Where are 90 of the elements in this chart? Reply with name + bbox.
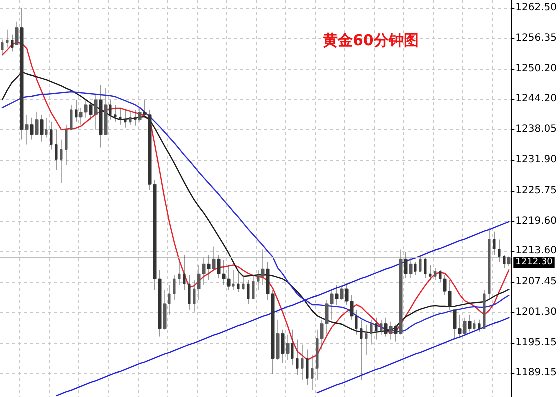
candlestick xyxy=(75,100,78,122)
candlestick xyxy=(232,270,235,290)
y-tick-label: 1231.90 xyxy=(516,154,558,166)
candlestick xyxy=(507,256,511,266)
line-series xyxy=(316,317,510,394)
candlestick xyxy=(291,330,294,366)
candlestick xyxy=(301,344,304,380)
candlestick xyxy=(104,88,108,136)
candlestick xyxy=(493,232,496,256)
candlestick xyxy=(178,260,181,286)
candlestick xyxy=(212,246,216,270)
candlestick xyxy=(45,118,48,138)
text: 黄金60分钟图 xyxy=(322,32,419,50)
candlestick xyxy=(109,100,112,120)
y-tick-label: 1256.35 xyxy=(516,33,558,44)
candlestick xyxy=(55,130,58,170)
y-tick-label: 1201.30 xyxy=(516,306,558,318)
candlestick xyxy=(89,102,93,120)
candlestick xyxy=(360,320,363,380)
candlestick xyxy=(468,314,472,332)
candlestick xyxy=(1,40,4,56)
candlestick xyxy=(404,252,408,278)
y-tick-label: 1189.15 xyxy=(516,367,558,378)
candlestick xyxy=(188,274,191,310)
candlestick xyxy=(419,254,422,272)
candlestick xyxy=(365,324,368,356)
candlestick xyxy=(286,334,290,360)
y-tick-label: 1250.20 xyxy=(516,64,558,75)
y-tick-label: 1213.60 xyxy=(516,246,558,257)
candlestick xyxy=(429,264,432,280)
candlestick xyxy=(65,124,68,166)
candlestick xyxy=(15,22,19,46)
candlestick xyxy=(25,114,29,146)
candlestick xyxy=(207,254,211,280)
candlestick xyxy=(281,330,285,364)
y-tick-label: 1195.15 xyxy=(516,338,558,349)
candlestick xyxy=(173,274,176,300)
candlestick xyxy=(483,290,486,330)
candlestick xyxy=(129,112,132,126)
candlestick xyxy=(70,104,73,130)
y-tick-label: 1238.05 xyxy=(516,124,558,136)
y-tick-label: 1207.45 xyxy=(516,276,558,288)
candlestick xyxy=(380,320,383,336)
candlestick xyxy=(11,34,14,52)
candlestick xyxy=(306,349,309,386)
candlestick xyxy=(242,274,245,290)
candlestick xyxy=(237,272,240,292)
candlestick xyxy=(375,318,378,340)
y-tick-label: 1244.20 xyxy=(516,94,558,104)
candlestick xyxy=(134,110,137,126)
candlestick xyxy=(463,318,467,336)
candlestick xyxy=(20,8,24,140)
candlestick xyxy=(35,112,39,136)
candlestick xyxy=(50,122,53,150)
candlestick xyxy=(296,340,299,376)
candlestick xyxy=(6,30,9,48)
candlestick xyxy=(503,254,506,268)
y-tick-label: 1219.60 xyxy=(516,216,558,227)
candlestick xyxy=(370,320,373,346)
candlestick xyxy=(119,108,122,126)
candlestick xyxy=(424,258,427,278)
candlestick xyxy=(434,268,437,280)
candlestick xyxy=(138,108,142,122)
candlestick xyxy=(335,284,339,306)
candlestick xyxy=(247,280,250,304)
candlestick xyxy=(498,240,501,262)
candlestick xyxy=(414,262,417,276)
candlestick xyxy=(124,110,127,128)
y-tick-label: 1262.50 xyxy=(516,2,558,14)
y-tick-label: 1225.75 xyxy=(516,185,558,196)
candlestick xyxy=(94,94,98,130)
candlestick xyxy=(394,324,398,342)
candlestick xyxy=(40,114,44,142)
candlestick xyxy=(488,228,491,300)
candlestick xyxy=(252,274,255,300)
candlestick xyxy=(409,258,413,278)
candlestick xyxy=(311,354,314,390)
candlestick xyxy=(473,320,476,330)
candlestick xyxy=(30,118,34,140)
candlestick xyxy=(384,318,388,338)
ref-line-label: 1212.30 xyxy=(516,258,554,268)
candlestick xyxy=(60,140,63,184)
candlestick xyxy=(340,284,344,300)
candlestick xyxy=(99,84,103,148)
candlestick xyxy=(399,249,403,336)
candlestick xyxy=(478,320,481,332)
candlestick xyxy=(114,104,117,122)
candlestick xyxy=(276,320,280,360)
candlestick xyxy=(183,254,186,290)
candlestick xyxy=(389,322,393,340)
